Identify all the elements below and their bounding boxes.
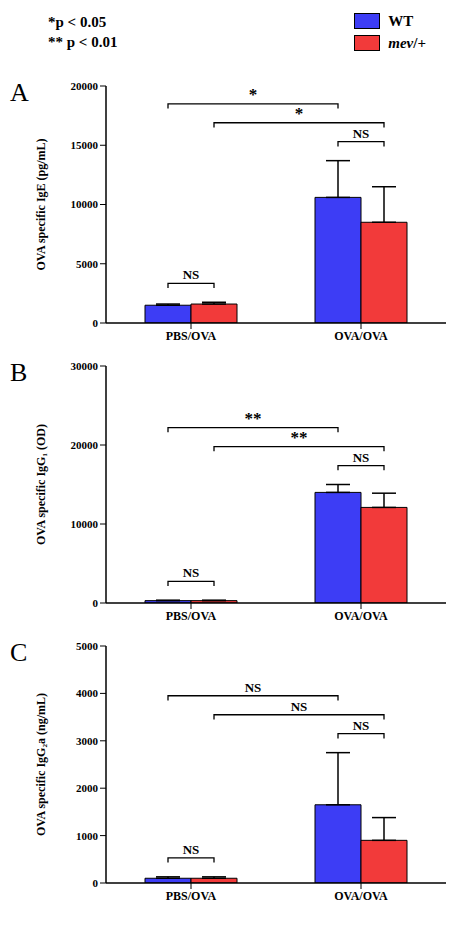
svg-text:15000: 15000 xyxy=(71,139,99,151)
svg-text:3000: 3000 xyxy=(76,735,99,747)
svg-text:5000: 5000 xyxy=(76,258,99,270)
svg-text:NS: NS xyxy=(183,565,200,580)
svg-text:*: * xyxy=(249,86,258,104)
svg-text:1000: 1000 xyxy=(76,830,99,842)
html-text:** p < 0.01: ** p < 0.01 xyxy=(48,34,118,50)
svg-text:NS: NS xyxy=(183,842,200,857)
html-text:mev /+: mev /+ xyxy=(388,34,426,51)
svg-text:PBS/OVA: PBS/OVA xyxy=(166,889,217,903)
svg-text:2000: 2000 xyxy=(76,782,99,794)
svg-text:30000: 30000 xyxy=(71,360,99,372)
svg-text:PBS/OVA: PBS/OVA xyxy=(166,609,217,623)
svg-text:4000: 4000 xyxy=(76,687,99,699)
svg-text:OVA specific IgG₂a (ng/mL): OVA specific IgG₂a (ng/mL) xyxy=(34,693,48,836)
svg-text:NS: NS xyxy=(291,699,308,714)
html-text:A: A xyxy=(10,78,29,107)
svg-text:NS: NS xyxy=(353,450,370,465)
html-text:C: C xyxy=(10,638,28,667)
svg-text:0: 0 xyxy=(93,877,99,889)
svg-text:NS: NS xyxy=(353,126,370,141)
svg-text:PBS/OVA: PBS/OVA xyxy=(166,329,217,343)
svg-text:*: * xyxy=(295,104,304,123)
html-text:B: B xyxy=(10,358,28,387)
svg-text:0: 0 xyxy=(93,317,99,329)
svg-text:20000: 20000 xyxy=(71,439,99,451)
html-text:WT: WT xyxy=(388,12,414,29)
svg-text:NS: NS xyxy=(353,718,370,733)
svg-text:OVA specific IgG₁ (OD): OVA specific IgG₁ (OD) xyxy=(34,424,48,545)
svg-text:OVA specific IgE (pg/mL): OVA specific IgE (pg/mL) xyxy=(34,138,48,270)
svg-text:5000: 5000 xyxy=(76,640,99,652)
html-text:*p < 0.05: *p < 0.05 xyxy=(48,14,107,30)
svg-text:OVA/OVA: OVA/OVA xyxy=(334,889,388,903)
svg-text:**: ** xyxy=(245,409,262,428)
svg-text:0: 0 xyxy=(93,597,99,609)
svg-text:**: ** xyxy=(291,428,308,447)
svg-text:20000: 20000 xyxy=(71,80,99,92)
svg-text:10000: 10000 xyxy=(71,198,99,210)
svg-text:OVA/OVA: OVA/OVA xyxy=(334,329,388,343)
svg-text:OVA/OVA: OVA/OVA xyxy=(334,609,388,623)
svg-text:NS: NS xyxy=(245,680,262,695)
svg-text:NS: NS xyxy=(183,267,200,282)
svg-text:10000: 10000 xyxy=(71,518,99,530)
